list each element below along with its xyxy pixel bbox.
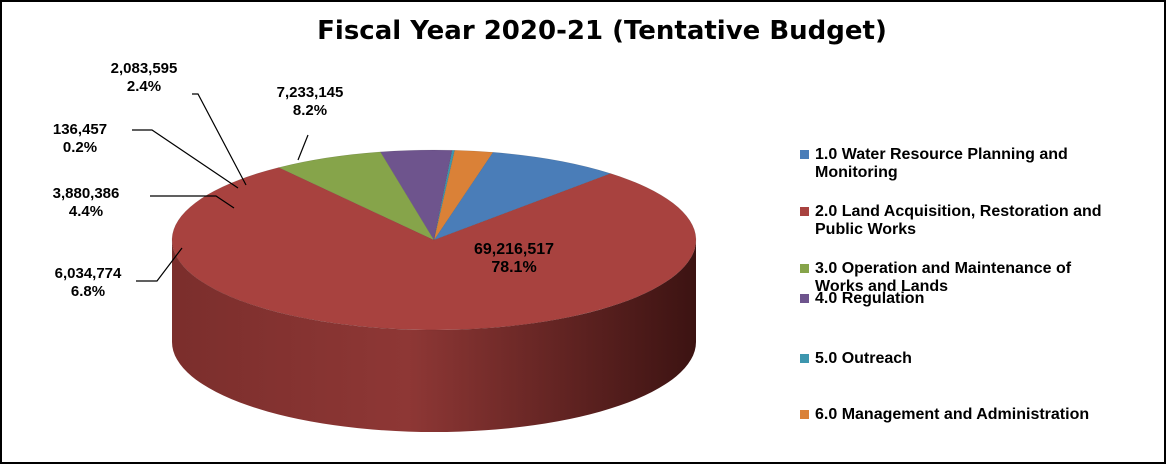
leader-line [192,93,247,186]
pie-slice-1 [433,152,612,241]
pie-side-wall [172,240,696,432]
leader-line [150,195,235,209]
legend-label: 4.0 Regulation [815,290,925,307]
pie-slice-4 [380,149,453,241]
data-label-value: 7,233,145 [277,84,344,101]
data-label-percent: 0.2% [63,139,97,156]
legend-swatch [800,410,809,419]
legend-item: 6.0 Management and Administration [800,406,1164,424]
pie-slice-6 [433,150,494,241]
pie-slice-3 [278,151,435,241]
pie-slice-5 [433,149,456,241]
legend-swatch [800,354,809,363]
data-label-value: 3,880,386 [53,185,120,202]
leader-lines [132,93,309,282]
data-label-value: 69,216,517 [474,241,554,258]
legend-swatch [800,150,809,159]
pie-top [171,149,697,331]
data-label-value: 6,034,774 [55,265,122,282]
pie-side [172,240,696,432]
data-label-value: 2,083,595 [111,60,178,77]
leader-line [132,129,239,189]
data-label-value: 136,457 [53,121,107,138]
data-label-percent: 6.8% [71,283,105,300]
legend-label: 3.0 Operation and Maintenance of Works a… [815,260,1072,295]
pie-slice-2 [171,167,697,331]
legend-swatch [800,207,809,216]
legend-swatch [800,264,809,273]
legend-item: 2.0 Land Acquisition, Restoration and Pu… [800,203,1115,239]
leader-line [136,247,183,282]
leader-line [297,134,309,161]
data-label-percent: 78.1% [491,259,536,276]
legend-label: 5.0 Outreach [815,350,912,367]
legend-swatch [800,294,809,303]
data-label-percent: 4.4% [69,203,103,220]
data-label-percent: 8.2% [293,102,327,119]
legend-item: 5.0 Outreach [800,350,1115,368]
legend-label: 6.0 Management and Administration [815,406,1090,423]
legend-item: 4.0 Regulation [800,290,1115,308]
legend-item: 1.0 Water Resource Planning and Monitori… [800,146,1115,182]
data-label-percent: 2.4% [127,78,161,95]
legend-label: 2.0 Land Acquisition, Restoration and Pu… [815,203,1102,238]
legend-label: 1.0 Water Resource Planning and Monitori… [815,146,1068,181]
legend-item: 3.0 Operation and Maintenance of Works a… [800,260,1115,296]
chart-title: Fiscal Year 2020-21 (Tentative Budget) [317,16,887,46]
